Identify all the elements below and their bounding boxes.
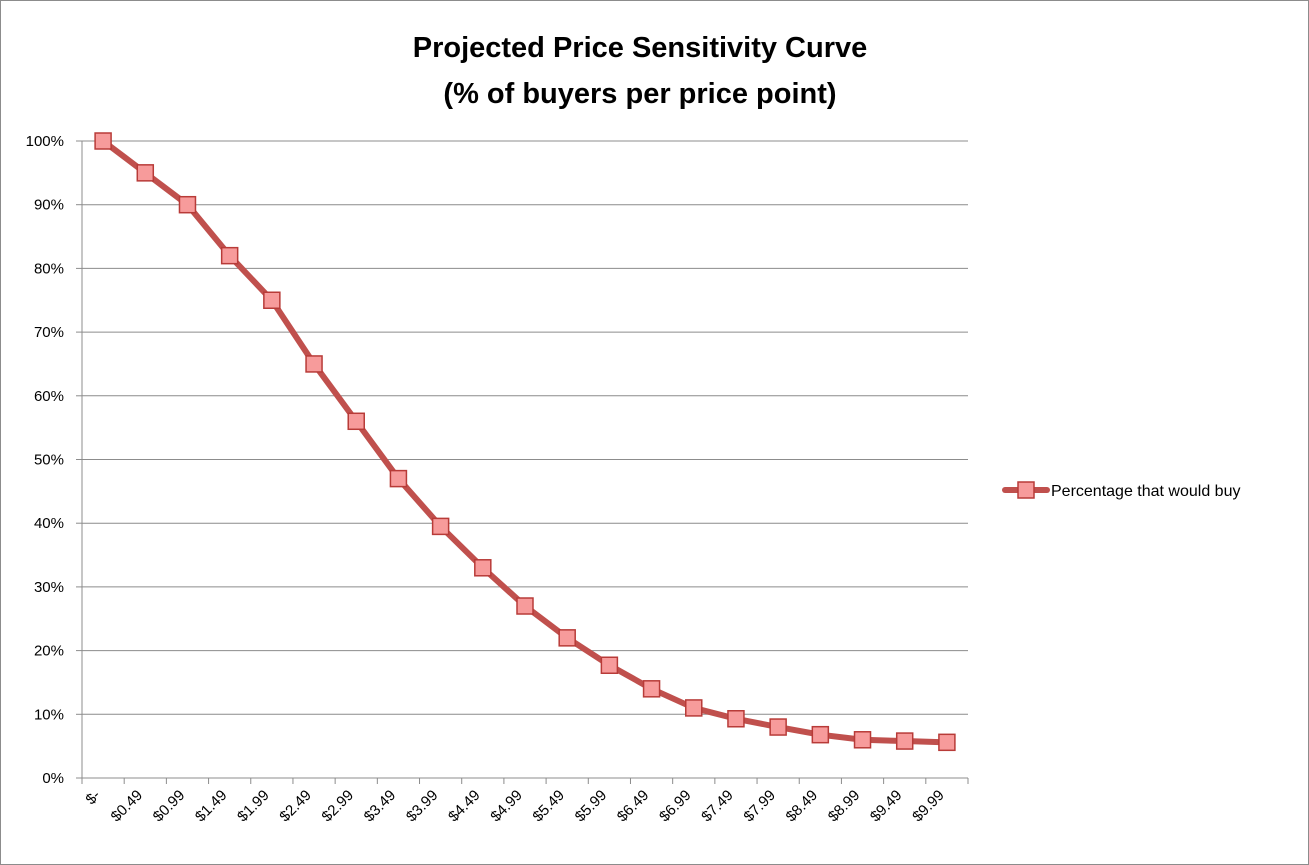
y-tick-label: 60%	[34, 388, 64, 405]
x-tick-label: $8.49	[783, 787, 822, 826]
data-point-marker	[305, 355, 323, 373]
data-point-marker	[727, 710, 745, 728]
data-point-marker	[389, 469, 408, 488]
axes	[76, 140, 969, 784]
data-point-marker	[474, 559, 492, 577]
data-point-marker	[895, 732, 914, 750]
series-line	[100, 138, 950, 746]
series-line-group	[94, 132, 956, 752]
y-tick-label: 0%	[42, 770, 64, 787]
data-point-marker	[136, 164, 155, 182]
x-tick-label: $3.99	[403, 787, 442, 826]
x-tick-label: $5.99	[572, 787, 611, 826]
x-tick-label: $3.49	[361, 787, 400, 826]
x-tick-label: $0.49	[108, 787, 147, 826]
y-tick-label: 100%	[26, 133, 64, 150]
y-tick-label: 90%	[34, 197, 64, 214]
data-point-marker	[642, 680, 661, 698]
legend-label: Percentage that would buy	[1051, 483, 1240, 500]
x-tick-label: $1.49	[192, 787, 231, 826]
y-tick-label: 30%	[34, 579, 64, 596]
data-point-marker	[178, 195, 197, 214]
x-tick-label: $4.49	[445, 787, 484, 826]
x-tick-label: $9.49	[867, 787, 906, 826]
x-tick-label: $2.99	[318, 787, 357, 826]
data-point-marker	[600, 656, 619, 675]
x-tick-label: $5.49	[529, 787, 568, 826]
x-tick-label: $6.49	[614, 787, 653, 826]
data-point-marker	[769, 718, 787, 736]
gridlines	[82, 140, 968, 715]
data-point-marker	[685, 699, 703, 717]
x-tick-label: $7.99	[740, 787, 779, 826]
data-point-marker	[431, 517, 450, 536]
legend: Percentage that would buy	[1002, 481, 1240, 500]
y-tick-label: 20%	[34, 643, 64, 660]
data-point-marker	[516, 597, 534, 615]
y-tick-label: 10%	[34, 706, 64, 723]
x-tick-label: $2.49	[276, 787, 315, 826]
y-tick-label: 70%	[34, 324, 64, 341]
data-point-marker	[347, 412, 365, 431]
data-point-marker	[220, 246, 239, 265]
x-tick-labels: $- $0.49 $0.99 $1.49 $1.99 $2.49 $2.99 $3.49 $3.…	[82, 787, 947, 826]
data-point-marker	[263, 291, 281, 309]
chart-subtitle: (% of buyers per price point)	[443, 78, 837, 110]
data-point-marker	[94, 132, 112, 150]
x-tick-label: $-	[82, 787, 103, 808]
x-tick-label: $9.99	[909, 787, 948, 826]
x-tick-label: $4.99	[487, 787, 526, 826]
x-tick-label: $0.99	[150, 787, 189, 826]
data-point-marker	[811, 725, 830, 744]
data-point-marker	[938, 733, 956, 752]
x-tick-label: $8.99	[825, 787, 864, 826]
x-tick-label: $1.99	[234, 787, 273, 826]
y-tick-label: 40%	[34, 515, 64, 532]
x-tick-label: $7.49	[698, 787, 737, 826]
chart-title: Projected Price Sensitivity Curve	[412, 32, 868, 64]
legend-marker-swatch	[1017, 481, 1035, 499]
y-tick-labels: 0% 10% 20% 30% 40% 50% 60% 70% 80% 90% 100%	[26, 133, 64, 787]
y-tick-label: 50%	[34, 452, 64, 469]
data-point-marker	[853, 731, 872, 749]
x-tick-label: $6.99	[656, 787, 695, 826]
y-tick-label: 80%	[34, 260, 64, 277]
data-point-marker	[558, 629, 576, 647]
